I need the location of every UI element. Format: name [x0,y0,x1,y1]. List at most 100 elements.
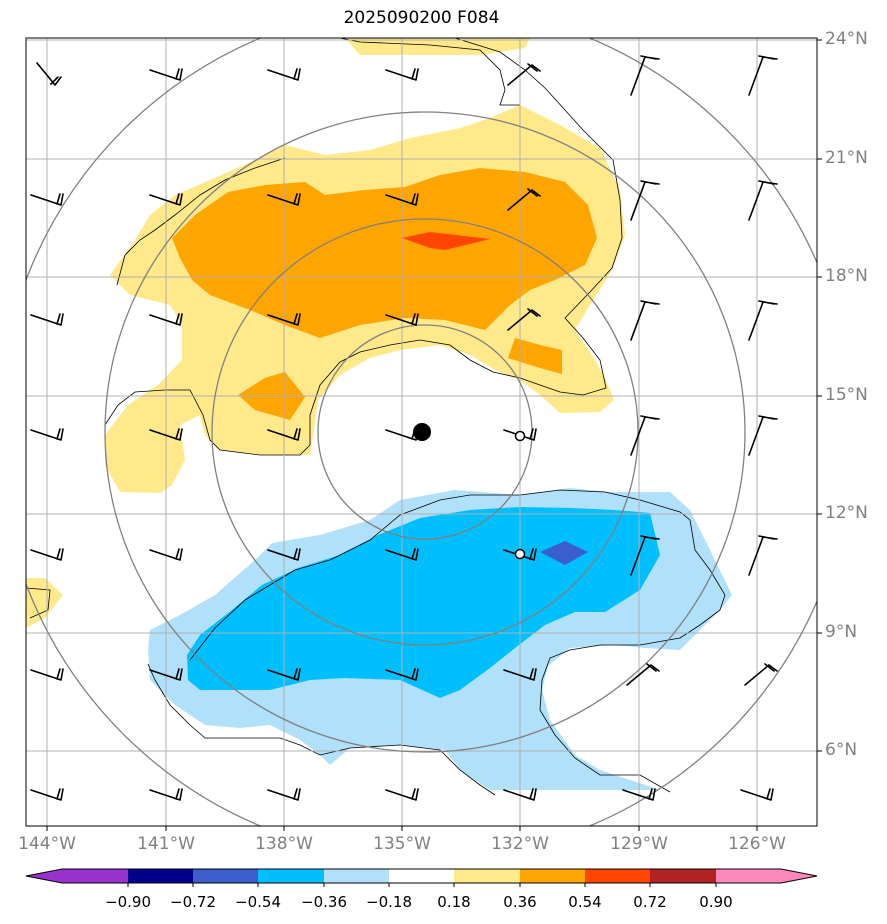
wind-barbs [30,55,778,801]
wind-barb [30,313,64,326]
colorbar [25,868,818,887]
positive-anomaly-light [26,578,63,628]
wind-barb [149,428,183,441]
colorbar-segment [389,869,454,883]
negative-anomaly-medium [187,507,660,698]
lat-label: 15°N [825,385,868,405]
lon-label: 129°W [610,834,668,854]
wind-barb [30,428,64,441]
wind-barb [30,788,64,801]
wind-barb [149,68,183,81]
colorbar-segment [193,869,258,883]
lon-label: 135°W [373,834,431,854]
plot-frame [25,37,818,827]
positive-anomaly-red [402,232,490,250]
colorbar-segment [324,869,389,883]
wind-barb [30,668,64,681]
positive-anomaly-orange [508,338,562,374]
colorbar-label: −0.90 [105,893,151,911]
wind-barb [748,535,778,576]
wind-barb [149,313,183,326]
lat-label: 9°N [825,622,858,642]
lon-label: 138°W [255,834,313,854]
colorbar-segment [62,869,128,883]
colorbar-segment [454,869,520,883]
wind-barb [267,428,301,441]
wind-barb [267,68,301,81]
colorbar-label: 0.72 [633,893,667,911]
wind-barb [30,548,64,561]
storm-center-marker [413,423,431,441]
wind-barb [507,188,541,211]
colorbar-label: 0.90 [699,893,733,911]
wind-barb [267,788,301,801]
colorbar-segment [650,869,716,883]
wind-barb [748,180,778,221]
colorbar-segment [716,869,781,883]
colorbar-extend-low [26,869,62,883]
wind-barb [267,193,301,206]
wind-barb [630,415,660,456]
lat-label: 24°N [825,29,868,49]
lat-label: 18°N [825,266,868,286]
wind-barb [385,788,419,801]
wind-barb [748,300,778,341]
lat-label: 12°N [825,503,868,523]
wind-barb [740,788,774,801]
wind-barb [149,548,183,561]
colorbar-label: −0.72 [170,893,216,911]
map-plot-area [26,38,817,826]
wind-barb [267,548,301,561]
wind-barb [503,668,537,681]
lon-label: 126°W [728,834,786,854]
lon-label: 141°W [137,834,195,854]
wind-barb [622,788,656,801]
wind-barb [748,415,778,456]
wind-barb [149,193,183,206]
position-marker [514,548,526,560]
colorbar-extend-high [781,869,817,883]
colorbar-label: −0.36 [301,893,347,911]
colorbar-segment [128,869,193,883]
wind-barb [630,55,660,96]
range-ring [211,218,639,646]
axis-ticks [46,39,822,831]
lon-label: 144°W [18,834,76,854]
lat-label: 21°N [825,148,868,168]
wind-barb [630,535,660,576]
negative-anomaly-dark [540,541,588,565]
coastline-contours [26,38,726,796]
wind-barb [36,62,62,86]
position-marker [514,430,526,442]
lon-label: 132°W [491,834,549,854]
colorbar-segment [258,869,324,883]
wind-barb [630,180,660,221]
colorbar-segment [520,869,585,883]
colorbar-segment [585,869,650,883]
positive-anomaly-light [345,38,530,55]
positive-anomaly-orange [172,168,597,338]
wind-barb [744,663,778,686]
wind-barb [507,63,541,86]
wind-barb [30,193,64,206]
map-title: 2025090200 F084 [343,8,500,28]
colorbar-label: 0.54 [568,893,602,911]
wind-barb [385,193,419,206]
colorbar-label: 0.18 [437,893,471,911]
wind-barb [748,55,778,96]
wind-barb [503,788,537,801]
wind-barb [385,313,419,326]
range-rings [26,38,817,826]
wind-barb [626,663,660,686]
wind-barb [267,668,301,681]
colorbar-label: −0.18 [366,893,412,911]
wind-barb [149,668,183,681]
wind-barb [630,300,660,341]
wind-barb [267,313,301,326]
wind-barb [385,68,419,81]
lat-label: 6°N [825,740,858,760]
wind-barb [385,548,419,561]
colorbar-label: 0.36 [503,893,537,911]
wind-barb [507,308,541,331]
